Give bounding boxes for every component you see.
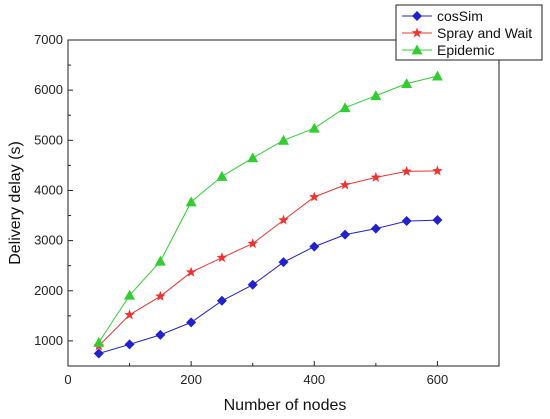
data-point-cossim [93,348,104,359]
data-point-epidemic [216,170,228,181]
data-point-epidemic [124,289,136,300]
y-tick-label: 6000 [34,82,63,97]
data-point-epidemic [401,78,413,89]
legend-item-spray-and-wait: Spray and Wait [402,25,532,41]
y-tick-label: 7000 [34,32,63,47]
legend-label: cosSim [437,8,483,24]
data-point-spray-and-wait [309,191,320,202]
data-point-spray-and-wait [247,238,258,249]
y-tick-label: 4000 [34,182,63,197]
legend-label: Spray and Wait [437,25,532,41]
data-point-spray-and-wait [432,165,443,176]
y-tick-label: 3000 [34,233,63,248]
data-point-cossim [432,215,443,226]
series-line-spray-and-wait [98,170,438,347]
y-tick-label: 1000 [34,333,63,348]
legend-marker [411,27,423,38]
x-axis: 0 200 400 600 [64,361,448,387]
data-point-cossim [124,339,135,350]
y-tick-label: 5000 [34,132,63,147]
data-point-epidemic [308,122,320,133]
x-tick-label: 600 [427,372,449,387]
legend-label: Epidemic [437,42,495,58]
data-point-spray-and-wait [370,171,382,182]
data-point-cossim [340,229,351,240]
series-epidemic [93,70,443,347]
legend-marker [412,11,422,21]
x-axis-title: Number of nodes [224,397,347,414]
y-tick-label: 2000 [34,283,63,298]
data-point-epidemic [247,152,259,163]
series-line-epidemic [98,75,438,343]
plot-frame [67,39,500,367]
data-point-spray-and-wait [278,214,289,225]
data-point-spray-and-wait [216,252,228,263]
data-point-epidemic [339,102,351,113]
data-point-epidemic [431,70,443,81]
series-spray-and-wait [93,165,443,351]
data-point-cossim [216,295,227,306]
data-point-spray-and-wait [155,290,166,301]
y-axis-title: Delivery delay (s) [7,141,24,265]
x-tick-label: 0 [64,372,71,387]
data-point-spray-and-wait [339,179,351,190]
series-cossim [93,215,443,359]
data-point-epidemic [93,336,105,347]
legend-item-cossim: cosSim [402,8,483,24]
y-axis: 1000 2000 3000 4000 5000 6000 7000 [34,32,73,348]
x-tick-label: 200 [180,372,202,387]
series-layer [93,70,443,359]
legend-marker [411,44,423,55]
data-point-spray-and-wait [401,165,412,176]
data-point-cossim [401,216,412,227]
legend-item-epidemic: Epidemic [402,42,495,58]
data-point-cossim [247,279,258,290]
data-point-cossim [370,223,381,234]
data-point-epidemic [154,255,166,266]
data-point-cossim [186,317,197,328]
data-point-cossim [309,241,320,252]
data-point-epidemic [370,90,382,101]
series-line-cossim [98,219,438,354]
data-point-cossim [278,257,289,268]
x-tick-label: 400 [303,372,325,387]
data-point-epidemic [185,196,197,207]
data-point-epidemic [278,134,289,145]
data-point-spray-and-wait [185,266,197,277]
data-point-spray-and-wait [124,309,135,320]
data-point-cossim [155,329,166,340]
